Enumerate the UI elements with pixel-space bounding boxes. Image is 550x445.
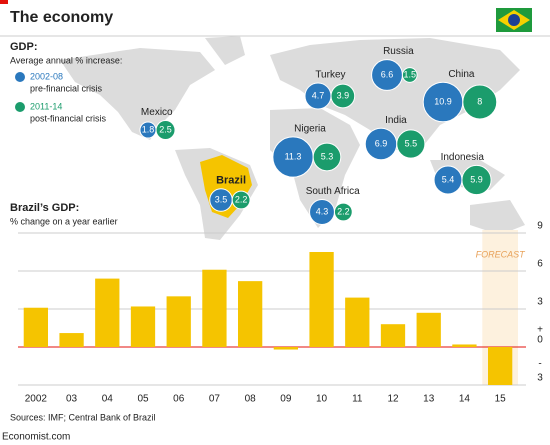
x-tick-label: 14	[459, 394, 471, 405]
bubble	[461, 164, 492, 196]
bar	[416, 312, 441, 347]
country-label: Turkey	[315, 70, 345, 81]
sources: Sources: IMF; Central Bank of Brazil	[10, 412, 156, 422]
bubble-label: 1.8	[142, 124, 155, 134]
bar	[345, 297, 370, 347]
bar	[202, 269, 227, 347]
brazil-flag	[496, 8, 532, 32]
legend-swatch	[15, 72, 25, 82]
bubble-label: 2.2	[337, 206, 350, 216]
x-tick-label: 09	[280, 394, 292, 405]
x-tick-label: 07	[209, 394, 221, 405]
legend-description: post-financial crisis	[30, 113, 107, 123]
legend-description: pre-financial crisis	[30, 83, 103, 93]
bubble-label: 6.6	[381, 69, 394, 79]
bar	[488, 347, 513, 385]
bar	[452, 344, 477, 347]
bubble	[333, 202, 353, 222]
country-label: Brazil	[216, 175, 246, 187]
sign-label: -	[538, 359, 541, 370]
sign-label: +	[537, 325, 543, 336]
legend-name: 2011-14	[30, 101, 62, 111]
bubble-label: 10.9	[434, 96, 452, 106]
country-label: Indonesia	[441, 152, 485, 163]
country-label: India	[385, 115, 407, 126]
bubble-label: 2.2	[235, 194, 248, 204]
x-tick-label: 03	[66, 394, 78, 405]
bar	[309, 252, 334, 347]
bubble	[462, 84, 498, 120]
country-label: South Africa	[306, 186, 360, 197]
bar-title: Brazil’s GDP:	[10, 202, 79, 214]
bubble	[155, 120, 176, 140]
bar-subtitle: % change on a year earlier	[10, 216, 118, 226]
x-tick-label: 2002	[25, 394, 48, 405]
bubble-label: 1.5	[404, 69, 417, 79]
bubble-label: 4.7	[312, 90, 325, 100]
bar	[95, 278, 120, 347]
x-tick-label: 11	[352, 394, 363, 405]
x-tick-label: 05	[137, 394, 149, 405]
x-tick-label: 08	[245, 394, 257, 405]
bar	[130, 306, 156, 347]
bar	[238, 281, 263, 347]
bubble-label: 11.3	[285, 151, 302, 161]
bubble-label: 3.9	[337, 90, 350, 100]
bubble-label: 3.5	[215, 194, 228, 204]
country-label: Russia	[383, 46, 414, 57]
bubble	[330, 83, 356, 109]
x-tick-label: 04	[102, 394, 114, 405]
country-label: China	[448, 69, 475, 80]
x-tick-label: 12	[387, 394, 399, 405]
red-tag	[0, 0, 8, 4]
page-title: The economy	[10, 9, 113, 26]
y-tick-label: 3	[537, 297, 543, 308]
y-tick-label: 3	[537, 373, 543, 384]
y-tick-label: 0	[537, 335, 543, 346]
bar	[166, 296, 191, 347]
legend-swatch	[15, 102, 25, 112]
y-tick-label: 6	[537, 259, 543, 270]
bubble-label: 5.9	[470, 174, 483, 184]
x-tick-label: 06	[173, 394, 185, 405]
bubble	[396, 129, 426, 159]
bar	[23, 307, 48, 347]
bubble-label: 4.3	[316, 206, 329, 216]
bar	[380, 324, 406, 347]
country-label: Mexico	[141, 107, 173, 118]
bubble-label: 5.3	[321, 151, 334, 161]
bubble-label: 5.5	[405, 138, 418, 148]
bar	[59, 333, 84, 347]
x-tick-label: 13	[423, 394, 435, 405]
bubble-title: GDP:	[10, 41, 38, 53]
legend-name: 2002-08	[30, 71, 63, 81]
bubble-label: 8	[477, 96, 482, 106]
forecast-label: FORECAST	[476, 249, 527, 259]
bubble	[231, 190, 251, 210]
bubble	[312, 142, 342, 172]
y-tick-label: 9	[537, 221, 543, 232]
bubble-subtitle: Average annual % increase:	[10, 55, 122, 65]
bubble-label: 2.5	[159, 124, 172, 134]
bar	[273, 347, 298, 350]
x-tick-label: 10	[316, 394, 328, 405]
bubble-label: 6.9	[375, 138, 388, 148]
country-label: Nigeria	[294, 123, 326, 134]
bubble	[401, 67, 418, 83]
bubble-label: 5.4	[442, 174, 455, 184]
x-tick-label: 15	[495, 394, 507, 405]
brand: Economist.com	[2, 432, 70, 443]
